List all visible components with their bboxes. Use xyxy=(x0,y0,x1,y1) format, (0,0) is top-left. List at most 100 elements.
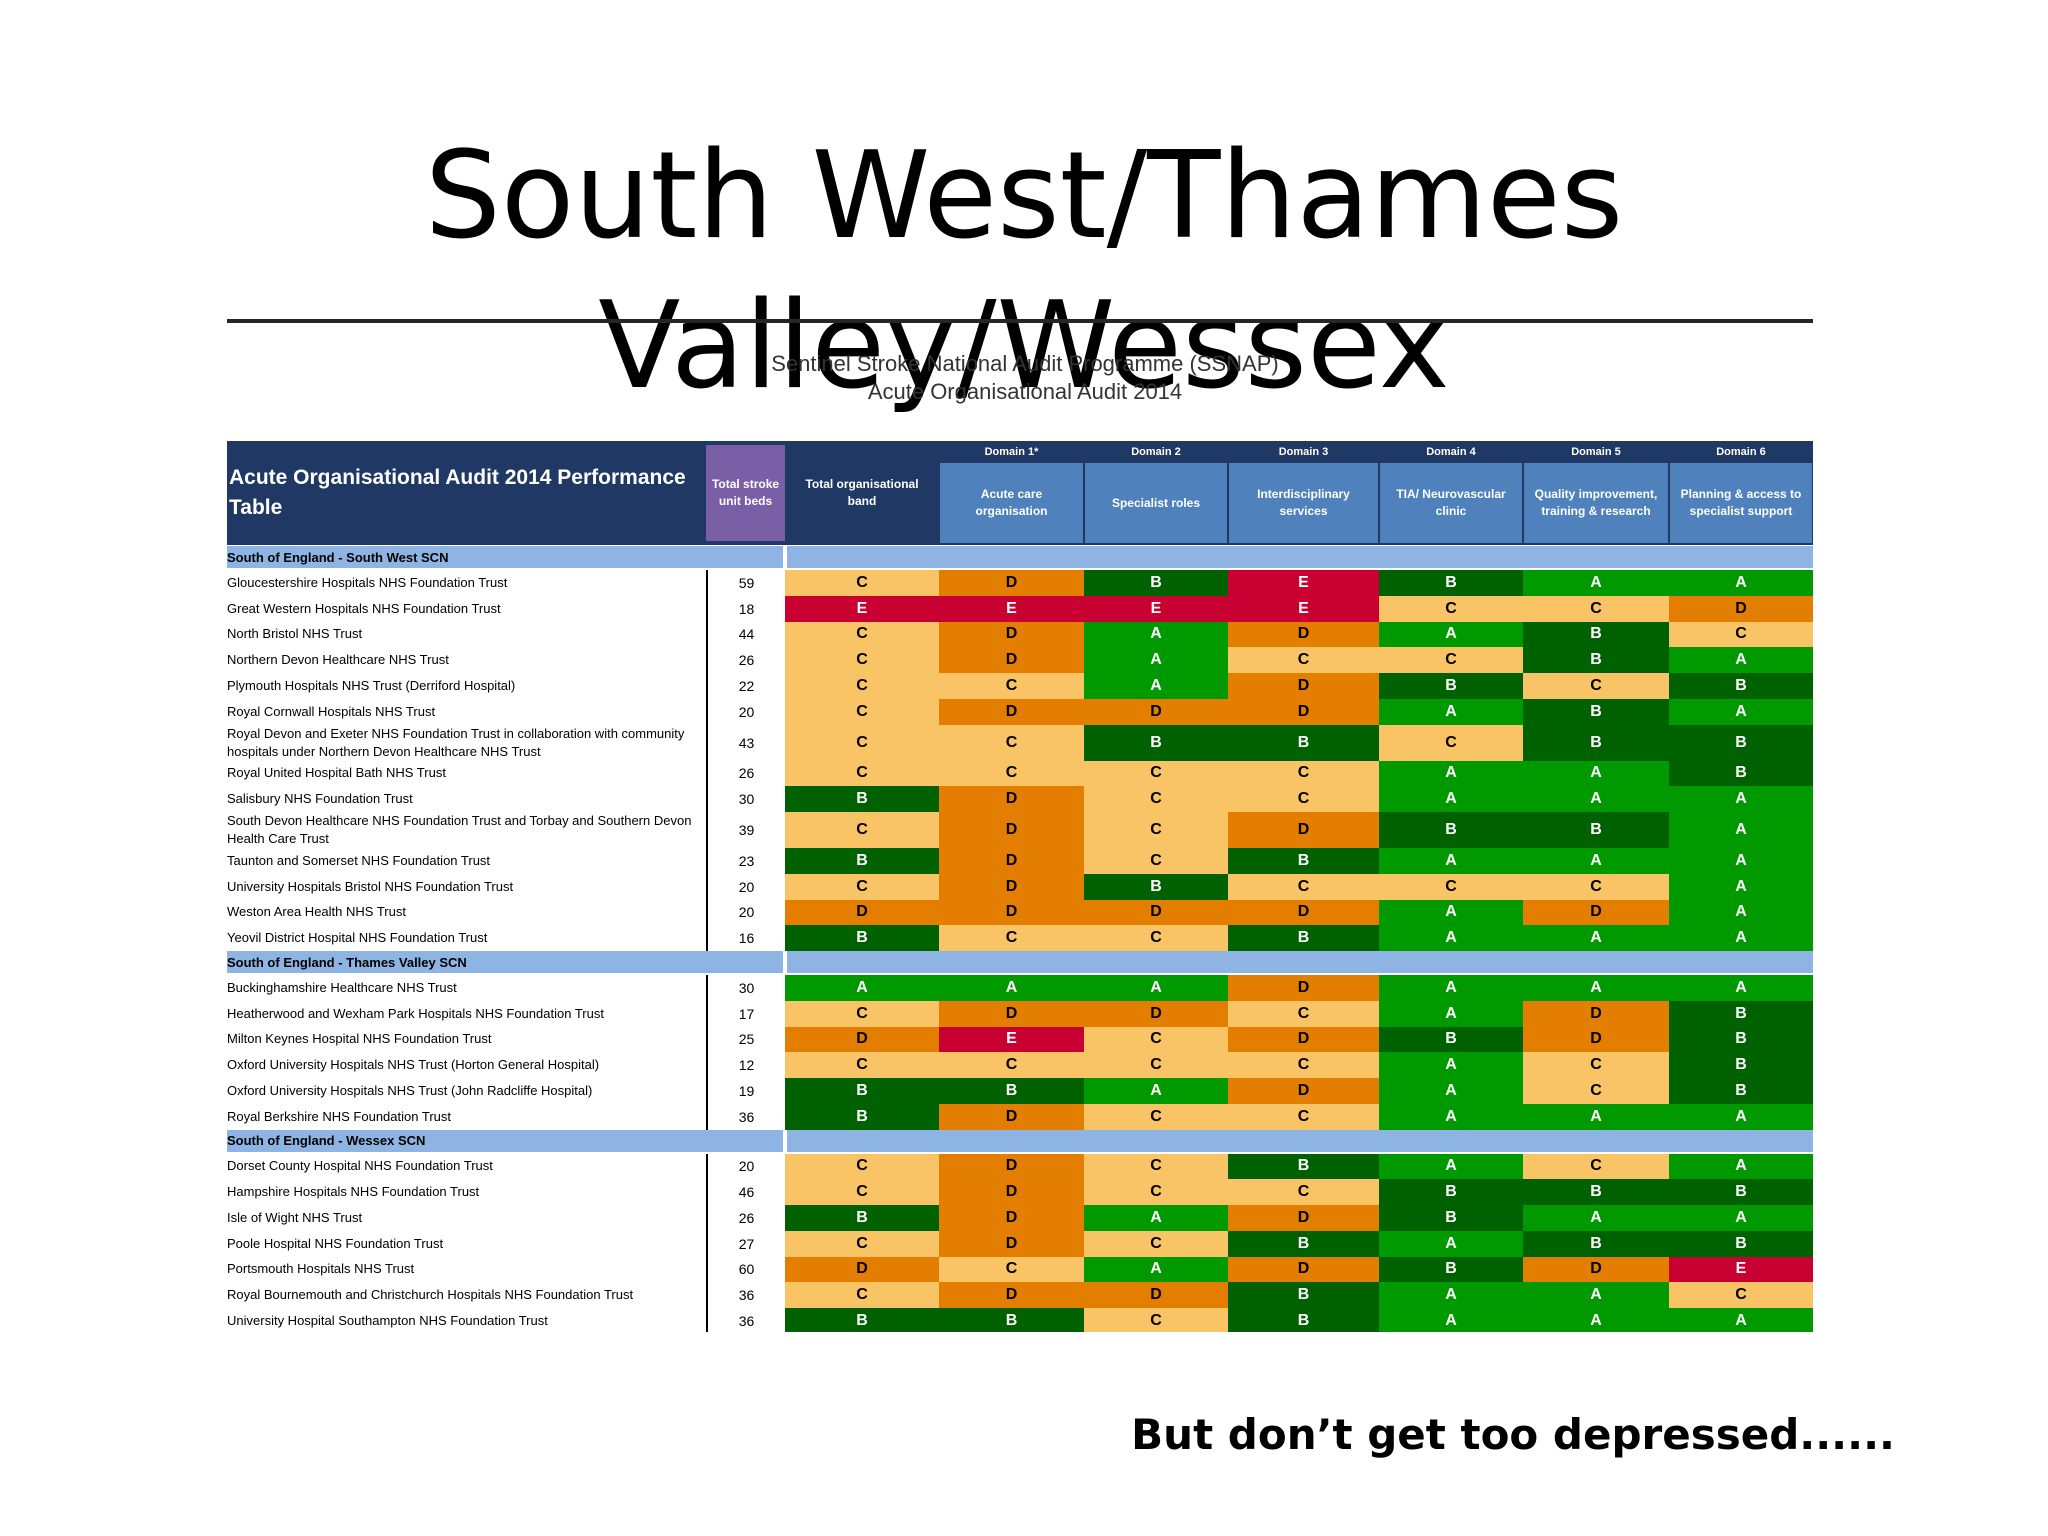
band-grade-cell: C xyxy=(785,1230,939,1257)
band-grade-cell: C xyxy=(785,873,939,900)
stroke-beds: 20 xyxy=(706,873,785,900)
domain-grade-cell: A xyxy=(1084,975,1228,1001)
stroke-beds: 30 xyxy=(706,786,785,812)
domain-grade-cell: C xyxy=(1228,1179,1379,1205)
table-subtitle: Sentinel Stroke National Audit Programme… xyxy=(600,350,1450,406)
stroke-beds: 43 xyxy=(706,724,785,761)
trust-name: Dorset County Hospital NHS Foundation Tr… xyxy=(227,1158,493,1174)
trust-name: Portsmouth Hospitals NHS Trust xyxy=(227,1261,415,1277)
domain-grade-cell: B xyxy=(1669,1000,1813,1027)
domain-grade-cell: B xyxy=(1669,1230,1813,1257)
domain-grade-cell: C xyxy=(939,925,1084,951)
domain-grade-cell: E xyxy=(1228,570,1379,596)
band-grade-cell: C xyxy=(785,724,939,761)
domain-grade-cell: A xyxy=(1084,1256,1228,1283)
trust-name: Gloucestershire Hospitals NHS Foundation… xyxy=(227,574,508,590)
domain-grade-cell: A xyxy=(1669,786,1813,812)
domain-grade-cell: A xyxy=(1379,1052,1523,1078)
domain-grade-cell: C xyxy=(1523,673,1669,699)
stroke-beds: 27 xyxy=(706,1230,785,1257)
section-header: South of England - Wessex SCN xyxy=(227,1129,783,1152)
domain-grade-cell: D xyxy=(939,621,1084,648)
domain-grade-cell: D xyxy=(1228,1078,1379,1104)
domain-label: Domain 2 xyxy=(1131,446,1181,458)
domain-grade-cell: C xyxy=(1084,1103,1228,1130)
domain-grade-cell: C xyxy=(1084,786,1228,812)
domain-grade-cell: A xyxy=(1669,1205,1813,1231)
domain-grade-cell: C xyxy=(1228,1103,1379,1130)
domain-grade-cell: B xyxy=(1669,1078,1813,1104)
domain-grade-cell: C xyxy=(1084,1179,1228,1205)
domain-grade-cell: C xyxy=(1228,786,1379,812)
domain-grade-cell: A xyxy=(1523,975,1669,1001)
domain-grade-cell: D xyxy=(939,698,1084,725)
stroke-beds: 12 xyxy=(706,1052,785,1078)
band-grade-cell: B xyxy=(785,925,939,951)
trust-name: Oxford University Hospitals NHS Trust (J… xyxy=(227,1082,593,1098)
domain-grade-cell: D xyxy=(1228,1026,1379,1053)
trust-name: South Devon Healthcare NHS Foundation Tr… xyxy=(227,813,692,846)
domain-grade-cell: A xyxy=(1669,1153,1813,1180)
domain-grade-cell: A xyxy=(1523,925,1669,951)
domain-grade-cell: A xyxy=(1669,570,1813,596)
domain-grade-cell: A xyxy=(1379,1230,1523,1257)
domain-grade-cell: C xyxy=(1379,647,1523,673)
domain-grade-cell: C xyxy=(1084,1026,1228,1053)
domain-grade-cell: B xyxy=(1084,873,1228,900)
stroke-beds: 19 xyxy=(706,1078,785,1104)
band-grade-cell: C xyxy=(785,673,939,699)
stroke-beds: 16 xyxy=(706,925,785,951)
trust-name: Royal Bournemouth and Christchurch Hospi… xyxy=(227,1287,634,1303)
domain-grade-cell: A xyxy=(1523,1205,1669,1231)
domain-grade-cell: C xyxy=(1523,595,1669,622)
domain-grade-cell: C xyxy=(1084,1153,1228,1180)
domain-name-header: Acute care organisation xyxy=(940,463,1083,543)
section-header: South of England - Thames Valley SCN xyxy=(227,951,783,973)
trust-name: Oxford University Hospitals NHS Trust (H… xyxy=(227,1057,600,1073)
domain-grade-cell: A xyxy=(1379,621,1523,648)
domain-grade-cell: D xyxy=(939,848,1084,874)
domain-grade-cell: C xyxy=(939,1052,1084,1078)
domain-label: Domain 6 xyxy=(1716,446,1766,458)
stroke-beds: 25 xyxy=(706,1026,785,1053)
domain-grade-cell: D xyxy=(939,812,1084,848)
trust-name: Royal United Hospital Bath NHS Trust xyxy=(227,765,446,781)
domain-grade-cell: C xyxy=(939,673,1084,699)
domain-grade-cell: B xyxy=(1228,1308,1379,1332)
stroke-beds: 36 xyxy=(706,1282,785,1308)
domain-grade-cell: D xyxy=(1228,812,1379,848)
title-divider xyxy=(227,319,1813,323)
domain-grade-cell: C xyxy=(1228,1000,1379,1027)
band-grade-cell: D xyxy=(785,899,939,926)
trust-name: Buckinghamshire Healthcare NHS Trust xyxy=(227,979,457,995)
domain-grade-cell: C xyxy=(1084,812,1228,848)
domain-grade-cell: A xyxy=(1523,1103,1669,1130)
domain-grade-cell: E xyxy=(1228,595,1379,622)
domain-grade-cell: A xyxy=(1379,1282,1523,1308)
domain-grade-cell: C xyxy=(1379,595,1523,622)
domain-grade-cell: B xyxy=(1379,1179,1523,1205)
domain-grade-cell: D xyxy=(939,1000,1084,1027)
domain-grade-cell: C xyxy=(1228,760,1379,787)
band-grade-cell: B xyxy=(785,1078,939,1104)
domain-grade-cell: A xyxy=(1523,786,1669,812)
band-grade-cell: C xyxy=(785,1153,939,1180)
domain-grade-cell: A xyxy=(1669,1103,1813,1130)
domain-grade-cell: A xyxy=(1523,848,1669,874)
band-grade-cell: B xyxy=(785,1205,939,1231)
trust-name: Northern Devon Healthcare NHS Trust xyxy=(227,652,449,668)
band-grade-cell: B xyxy=(785,848,939,874)
trust-name: Hampshire Hospitals NHS Foundation Trust xyxy=(227,1184,480,1200)
band-grade-cell: C xyxy=(785,1000,939,1027)
domain-grade-cell: D xyxy=(1228,621,1379,648)
trust-name: Royal Cornwall Hospitals NHS Trust xyxy=(227,703,436,719)
trust-name: Salisbury NHS Foundation Trust xyxy=(227,791,413,807)
domain-grade-cell: B xyxy=(1669,1026,1813,1053)
band-grade-cell: A xyxy=(785,975,939,1001)
beds-header: Total stroke unit beds xyxy=(706,445,785,541)
domain-name-header: Specialist roles xyxy=(1085,463,1227,543)
domain-grade-cell: A xyxy=(1084,1078,1228,1104)
trust-name: Royal Berkshire NHS Foundation Trust xyxy=(227,1108,451,1124)
domain-grade-cell: B xyxy=(1669,673,1813,699)
band-grade-cell: C xyxy=(785,760,939,787)
